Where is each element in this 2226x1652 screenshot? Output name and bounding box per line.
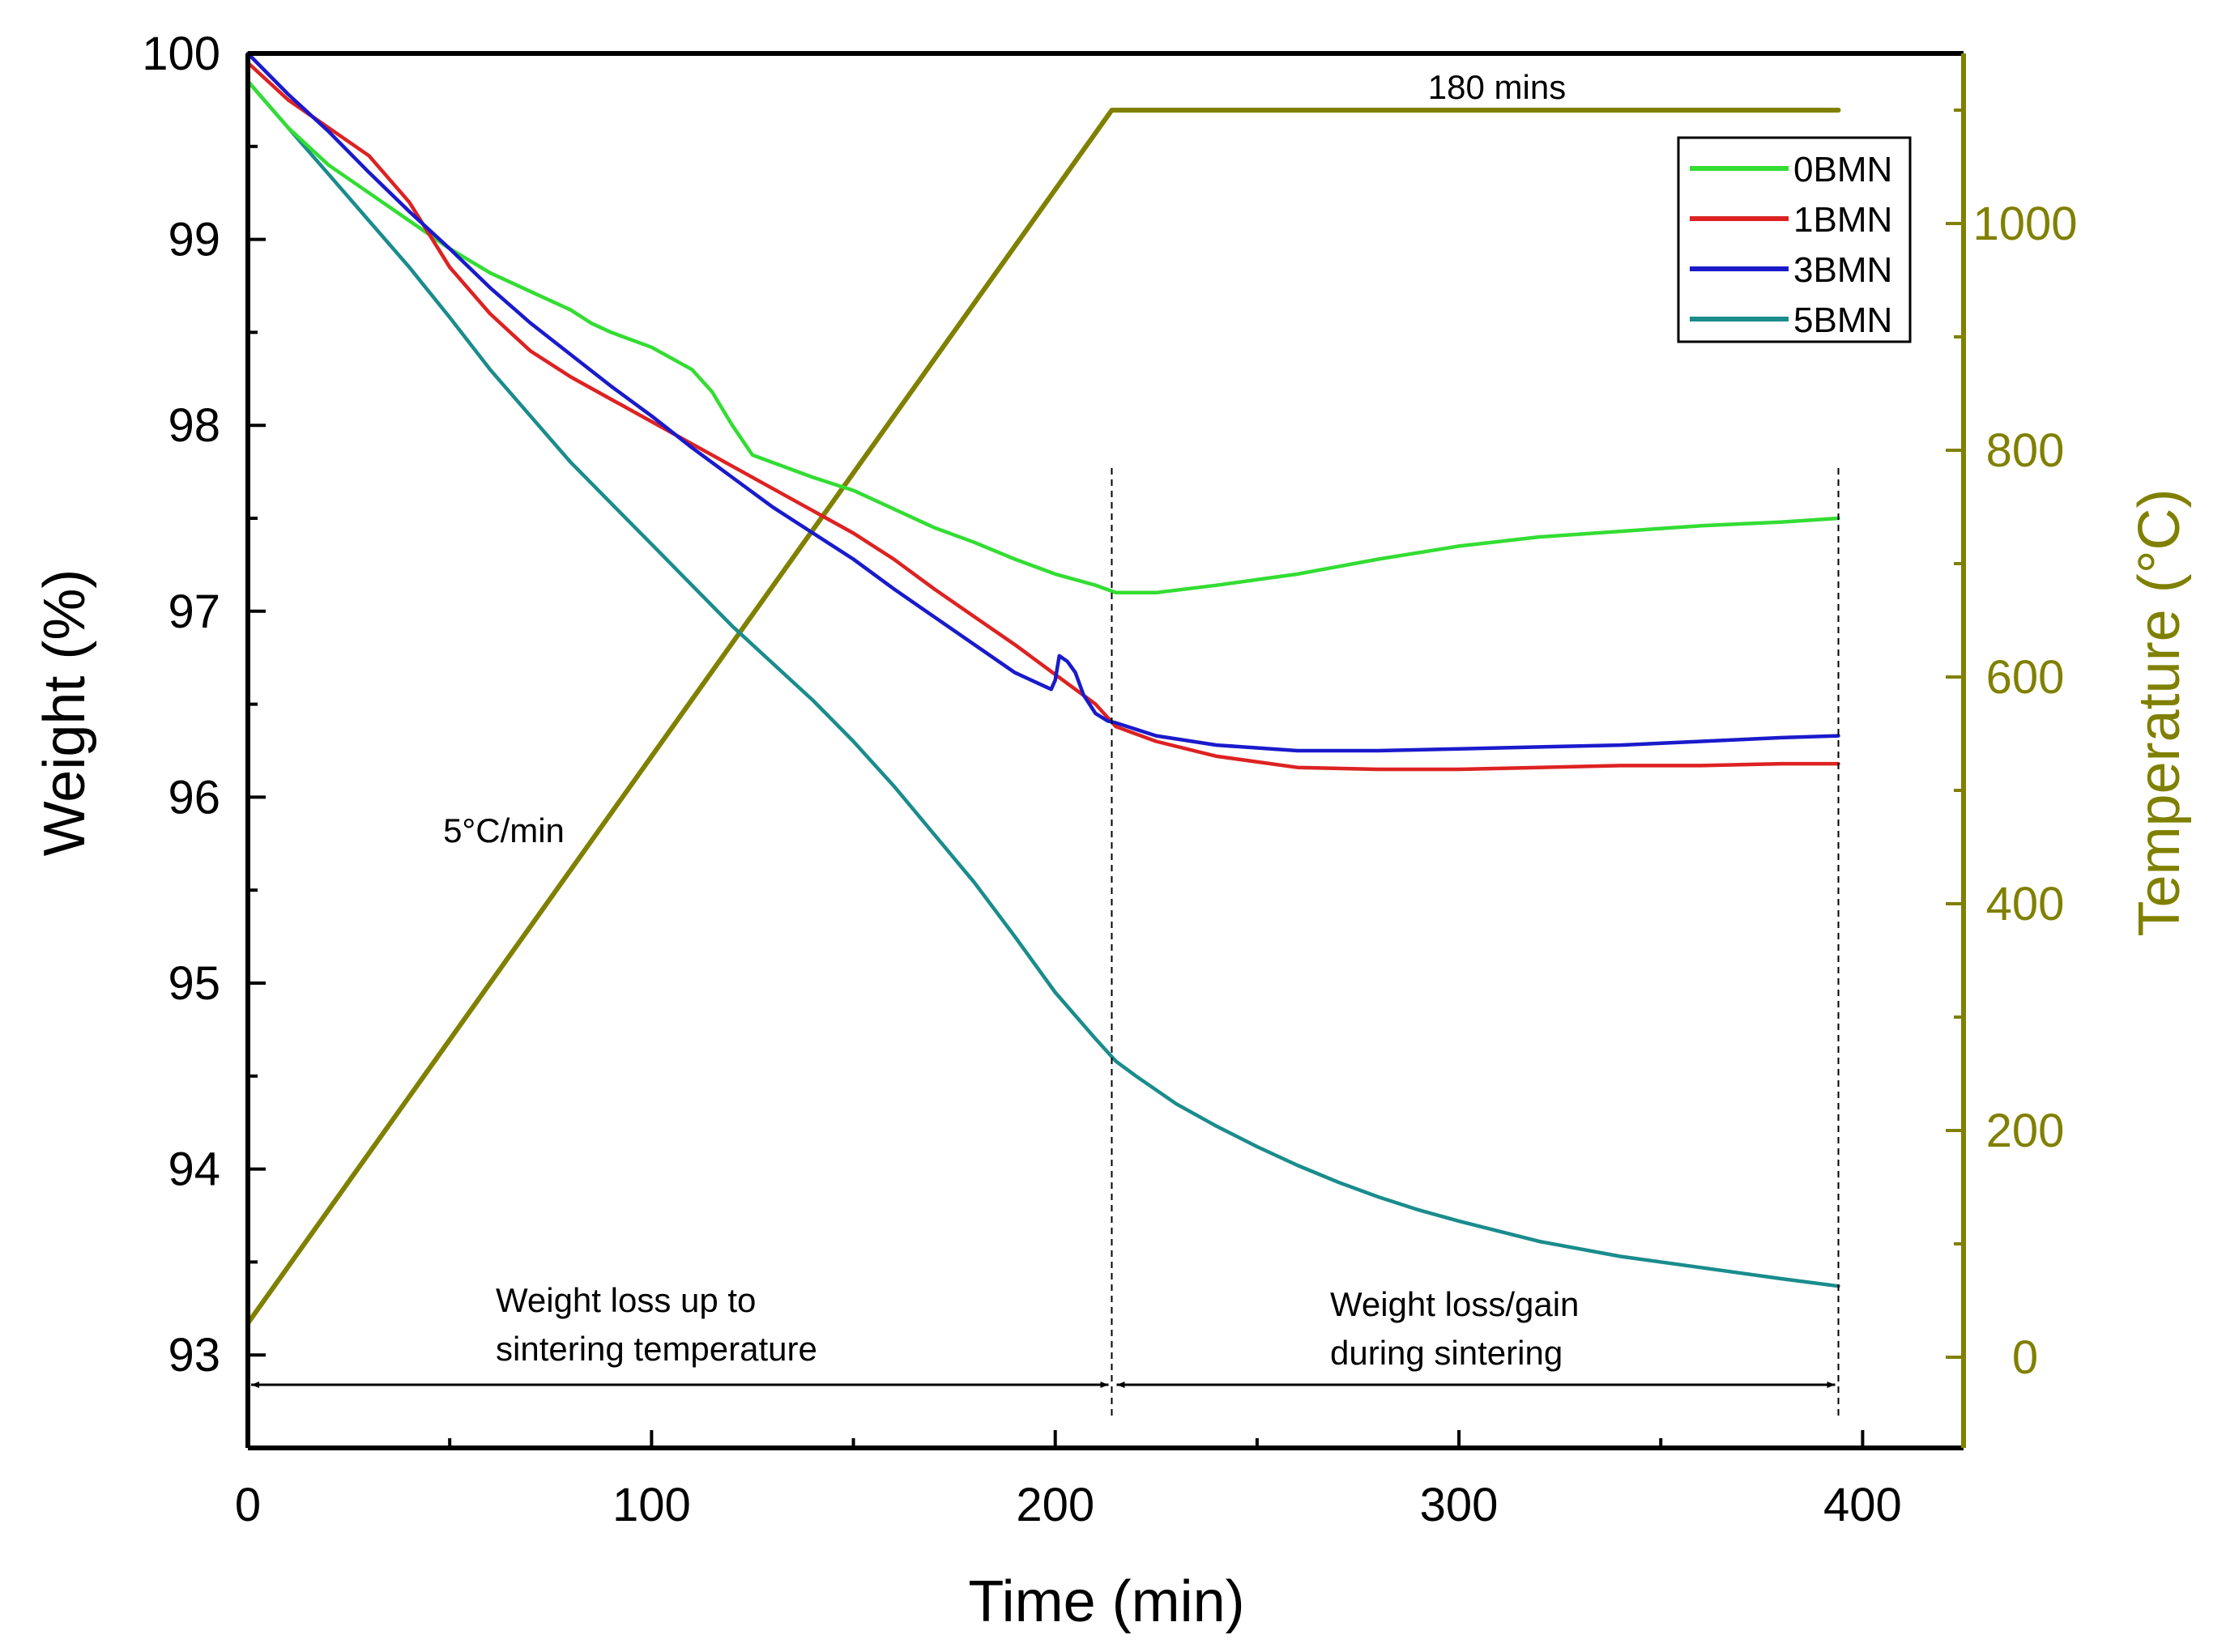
series-line-temperature xyxy=(245,108,1841,1326)
y-axis-title: Weight (%) xyxy=(32,569,97,857)
legend: 0BMN 1BMN 3BMN 5BMN xyxy=(1677,136,1912,343)
annotation-heating-rate: 5°C/min xyxy=(443,811,565,849)
series-line-3bmn xyxy=(245,51,1840,753)
annotation-sinter-label-line1: Weight loss/gain xyxy=(1330,1285,1579,1323)
legend-label-0bmn: 0BMN xyxy=(1793,150,1892,189)
y-tick-label: 95 xyxy=(168,957,220,1010)
y-tick-label: 93 xyxy=(168,1329,220,1382)
y-tick-label: 94 xyxy=(168,1143,220,1196)
y2-tick-label: 200 xyxy=(1986,1105,2065,1157)
annotation-hold-time: 180 mins xyxy=(1428,68,1566,106)
annotation-loss-label-line2: sintering temperature xyxy=(496,1330,817,1368)
y-tick-label: 96 xyxy=(168,771,220,824)
y2-tick-label: 400 xyxy=(1986,878,2065,930)
y-tick-label: 97 xyxy=(168,585,220,638)
x-axis-title: Time (min) xyxy=(968,1569,1244,1634)
series-layer xyxy=(245,51,1841,1326)
y2-tick-label: 0 xyxy=(2012,1331,2038,1384)
x-tick-label: 0 xyxy=(235,1479,261,1531)
legend-label-5bmn: 5BMN xyxy=(1793,300,1892,340)
axis-layer: 0 100 200 300 400939495969798991000200400600… xyxy=(32,28,2192,1634)
annotation-sinter-label-line2: during sintering xyxy=(1330,1334,1563,1372)
x-tick-label: 200 xyxy=(1016,1479,1094,1531)
legend-label-1bmn: 1BMN xyxy=(1793,200,1892,240)
y2-tick-label: 800 xyxy=(1986,424,2065,477)
series-line-5bmn xyxy=(245,79,1840,1288)
y-tick-label: 100 xyxy=(142,28,220,80)
y2-axis-title: Temperature (°C) xyxy=(2127,489,2192,937)
annotation-loss-label-line1: Weight loss up to xyxy=(496,1281,756,1319)
y-tick-label: 99 xyxy=(168,214,220,266)
legend-label-3bmn: 3BMN xyxy=(1793,250,1892,290)
legend-box xyxy=(1677,136,1912,343)
annotation-layer: 180 mins 5°C/min Weight loss up to sinterin… xyxy=(251,68,1840,1417)
x-tick-label: 400 xyxy=(1823,1479,1902,1531)
y2-tick-label: 600 xyxy=(1986,651,2065,704)
series-line-0bmn xyxy=(245,79,1840,595)
y2-tick-label: 1000 xyxy=(1972,198,2077,250)
x-tick-label: 100 xyxy=(612,1479,691,1531)
y-tick-label: 98 xyxy=(168,399,220,452)
x-tick-label: 300 xyxy=(1420,1479,1499,1531)
series-line-1bmn xyxy=(245,61,1840,772)
